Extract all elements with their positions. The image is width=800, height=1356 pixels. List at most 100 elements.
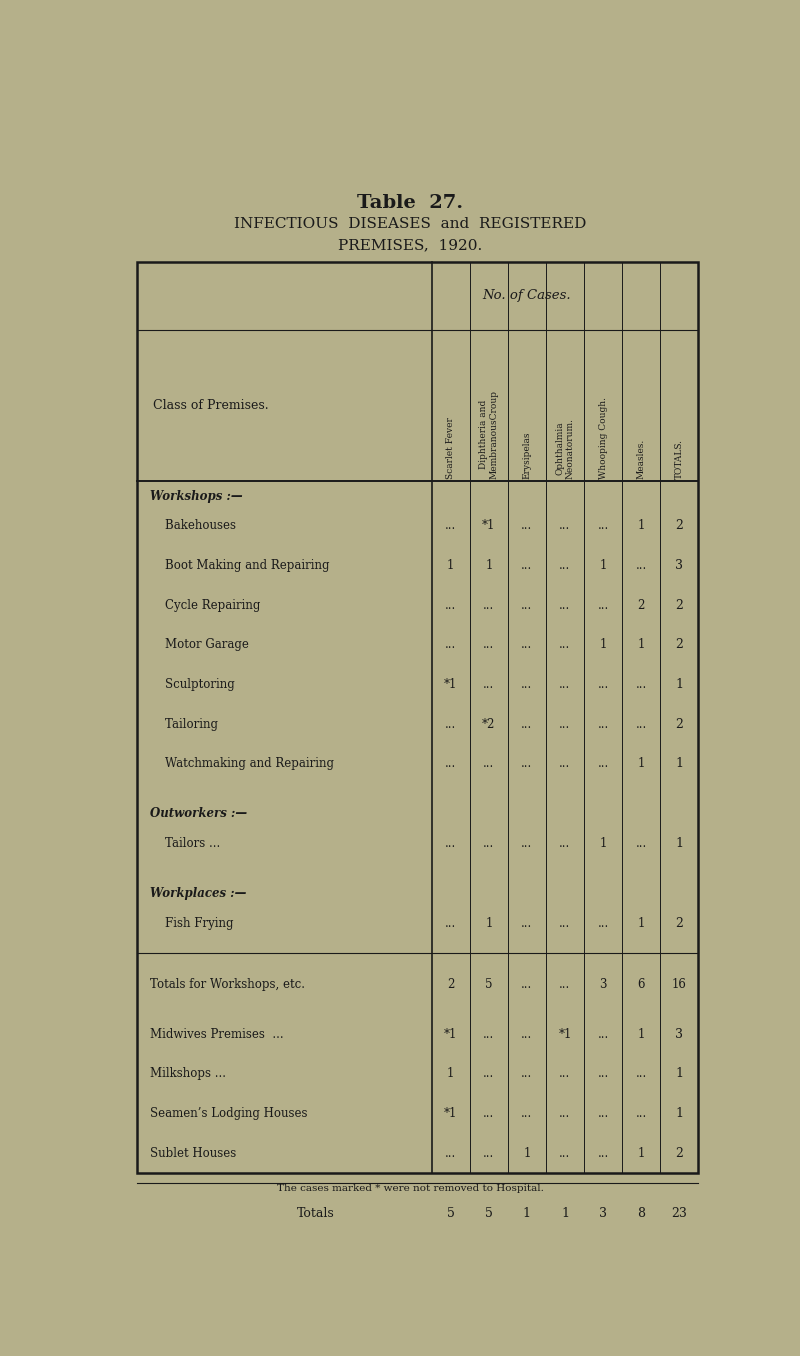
Text: ...: ... <box>522 519 533 533</box>
Text: TOTALS.: TOTALS. <box>674 439 684 479</box>
Text: Totals: Totals <box>297 1207 334 1220</box>
Text: ...: ... <box>559 758 570 770</box>
Text: ...: ... <box>445 1147 456 1159</box>
Text: 1: 1 <box>675 1106 683 1120</box>
Text: *1: *1 <box>482 519 495 533</box>
Text: 5: 5 <box>485 978 493 991</box>
Text: ...: ... <box>559 1106 570 1120</box>
Text: ...: ... <box>445 717 456 731</box>
Text: ...: ... <box>522 917 533 930</box>
Text: ...: ... <box>635 678 646 692</box>
Text: 3: 3 <box>675 559 683 572</box>
Text: Seamen’s Lodging Houses: Seamen’s Lodging Houses <box>150 1106 307 1120</box>
Text: ...: ... <box>559 1067 570 1081</box>
Text: Measles.: Measles. <box>637 439 646 479</box>
Text: Outworkers :—: Outworkers :— <box>150 807 246 820</box>
Text: ...: ... <box>559 978 570 991</box>
Text: 1: 1 <box>447 1067 454 1081</box>
Text: *1: *1 <box>558 1028 572 1041</box>
Text: 1: 1 <box>675 678 683 692</box>
Text: ...: ... <box>635 559 646 572</box>
Text: Bakehouses: Bakehouses <box>150 519 235 533</box>
Text: 3: 3 <box>675 1028 683 1041</box>
Text: ...: ... <box>483 1147 494 1159</box>
Text: ...: ... <box>522 639 533 651</box>
Text: 2: 2 <box>675 917 683 930</box>
Text: ...: ... <box>559 598 570 612</box>
Text: 1: 1 <box>638 1147 645 1159</box>
Text: ...: ... <box>635 1106 646 1120</box>
Text: *1: *1 <box>444 1106 458 1120</box>
Text: 1: 1 <box>638 1028 645 1041</box>
Text: ...: ... <box>635 1067 646 1081</box>
Text: 3: 3 <box>599 1207 607 1220</box>
Text: ...: ... <box>598 519 609 533</box>
Text: Diphtheria and
MembranousCroup: Diphtheria and MembranousCroup <box>479 391 498 479</box>
Text: 2: 2 <box>447 978 454 991</box>
Text: ...: ... <box>559 678 570 692</box>
Text: 1: 1 <box>599 559 606 572</box>
Text: ...: ... <box>559 519 570 533</box>
Text: ...: ... <box>522 678 533 692</box>
Text: ...: ... <box>559 717 570 731</box>
Text: ...: ... <box>522 837 533 850</box>
Text: Cycle Repairing: Cycle Repairing <box>150 598 260 612</box>
Text: 1: 1 <box>638 758 645 770</box>
Text: ...: ... <box>522 717 533 731</box>
Text: ...: ... <box>598 1067 609 1081</box>
Text: Motor Garage: Motor Garage <box>150 639 249 651</box>
Text: Sculptoring: Sculptoring <box>150 678 234 692</box>
Text: ...: ... <box>445 639 456 651</box>
Text: ...: ... <box>522 559 533 572</box>
Text: ...: ... <box>483 639 494 651</box>
Text: Midwives Premises  ...: Midwives Premises ... <box>150 1028 283 1041</box>
Text: 1: 1 <box>447 559 454 572</box>
Text: Boot Making and Repairing: Boot Making and Repairing <box>150 559 329 572</box>
Text: 3: 3 <box>599 978 607 991</box>
Text: 1: 1 <box>523 1207 531 1220</box>
Text: Erysipelas: Erysipelas <box>522 431 531 479</box>
Text: ...: ... <box>598 758 609 770</box>
Text: 1: 1 <box>675 758 683 770</box>
Text: 1: 1 <box>485 917 493 930</box>
Text: 2: 2 <box>675 717 683 731</box>
Text: ...: ... <box>522 978 533 991</box>
Text: Milkshops ...: Milkshops ... <box>150 1067 226 1081</box>
Text: 2: 2 <box>675 639 683 651</box>
Text: 1: 1 <box>638 639 645 651</box>
Text: ...: ... <box>635 837 646 850</box>
Text: 1: 1 <box>599 639 606 651</box>
Text: ...: ... <box>483 758 494 770</box>
Text: 2: 2 <box>675 1147 683 1159</box>
Text: Whooping Cough.: Whooping Cough. <box>598 397 607 479</box>
Bar <box>138 262 698 1173</box>
Text: 1: 1 <box>675 837 683 850</box>
Text: ...: ... <box>483 1067 494 1081</box>
Text: ...: ... <box>522 598 533 612</box>
Text: 8: 8 <box>637 1207 645 1220</box>
Text: 1: 1 <box>638 917 645 930</box>
Text: ...: ... <box>522 1067 533 1081</box>
Text: ...: ... <box>598 678 609 692</box>
Text: Totals for Workshops, etc.: Totals for Workshops, etc. <box>150 978 305 991</box>
Text: Watchmaking and Repairing: Watchmaking and Repairing <box>150 758 334 770</box>
Text: Workshops :—: Workshops :— <box>150 490 242 503</box>
Text: ...: ... <box>559 837 570 850</box>
Text: ...: ... <box>522 758 533 770</box>
Text: ...: ... <box>598 1106 609 1120</box>
Text: ...: ... <box>559 917 570 930</box>
Text: 16: 16 <box>672 978 686 991</box>
Text: 1: 1 <box>599 837 606 850</box>
Text: Table  27.: Table 27. <box>357 194 463 212</box>
Text: Sublet Houses: Sublet Houses <box>150 1147 236 1159</box>
Text: ...: ... <box>483 1028 494 1041</box>
Text: Tailors ...: Tailors ... <box>150 837 220 850</box>
Text: 2: 2 <box>675 519 683 533</box>
Text: 23: 23 <box>671 1207 687 1220</box>
Text: ...: ... <box>559 639 570 651</box>
Text: INFECTIOUS  DISEASES  and  REGISTERED: INFECTIOUS DISEASES and REGISTERED <box>234 217 586 231</box>
Text: ...: ... <box>598 1028 609 1041</box>
Text: No. of Cases.: No. of Cases. <box>482 289 571 302</box>
Text: ...: ... <box>483 1106 494 1120</box>
Text: ...: ... <box>483 837 494 850</box>
